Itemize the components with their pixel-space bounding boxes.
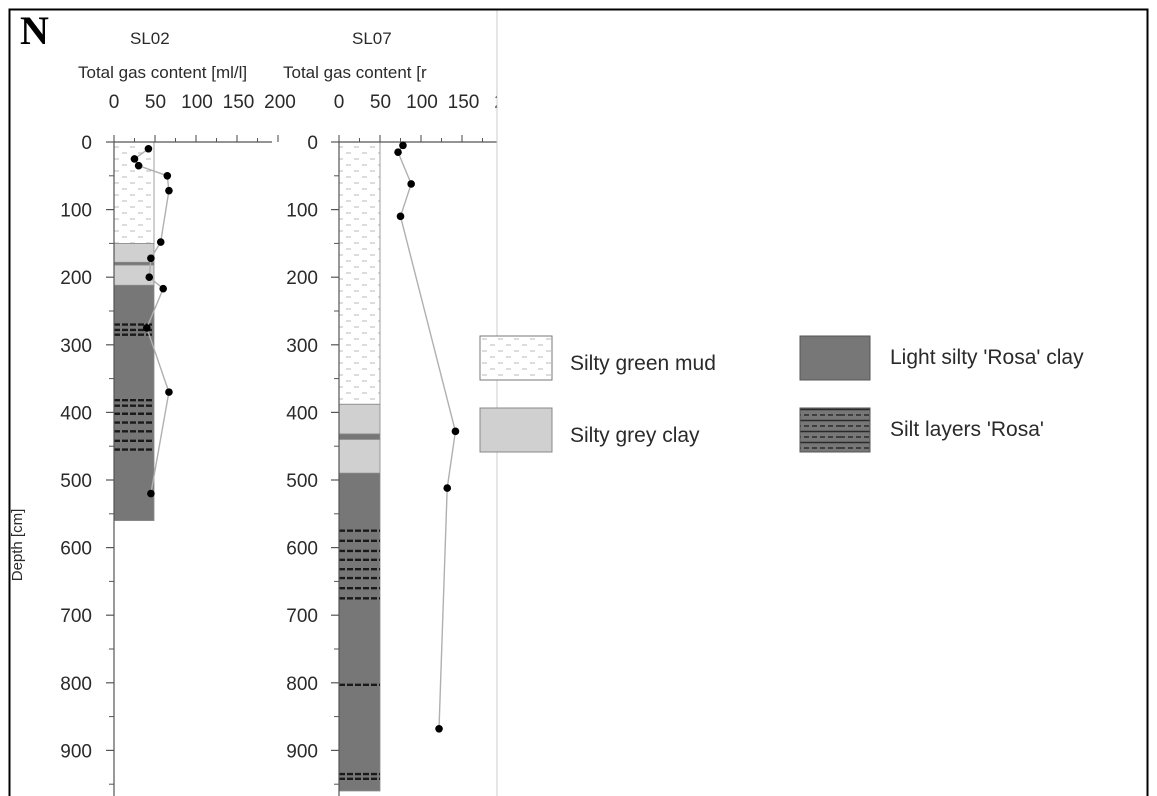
y-tick-label: 600 [286,539,318,560]
lithology-layer-light-silty-rosa-clay [338,433,381,440]
lithology-layer-silty-green-mud [338,141,381,405]
gas-data-point [394,148,402,156]
legend-swatch-silt-layers-rosa [799,407,871,453]
gas-profile-line [397,144,457,729]
gas-data-point [396,212,405,221]
legend-swatch-silty-green-mud [479,335,553,381]
y-tick-label: 800 [286,674,318,695]
figure-border [8,8,1149,796]
y-tick-label: 900 [60,741,92,762]
gas-data-point [407,180,415,188]
lithology-layer-light-silty-rosa-clay [113,261,155,266]
y-tick-label: 100 [60,201,92,222]
legend-panel [497,0,1157,453]
gas-data-point [451,427,460,436]
y-tick-label: 400 [286,403,318,424]
legend-label-silty-green-mud: Silty green mud [570,352,716,375]
gas-data-point [156,238,165,246]
legend-item-silty-green-mud: Silty green mud [479,335,716,381]
y-tick-label: 400 [60,403,92,424]
y-tick-label: 700 [60,606,92,627]
x-tick-label: 200 [264,92,296,113]
gas-data-point [443,484,452,492]
lithology-layer-silty-grey-clay [338,403,381,435]
gas-data-point [144,144,153,153]
y-tick-label: 600 [60,539,92,560]
core-panel-sl02: 0 100 200 300 400 500 600 700 800 900 0 50 100 150 200… [60,29,296,796]
y-tick-label: 200 [60,268,92,289]
legend-label-silt-layers-rosa: Silt layers 'Rosa' [890,418,1044,441]
x-tick-label: 0 [334,92,345,113]
gas-data-point [145,273,154,282]
y-tick-label: 0 [81,133,92,154]
y-tick-label: 500 [60,471,92,492]
y-tick-label: 300 [286,336,318,357]
lithology-layer-silty-grey-clay [338,439,381,474]
lithology-layer-light-silty-rosa-clay [338,472,381,792]
legend-item-silt-layers-rosa: Silt layers 'Rosa' [799,407,1044,453]
x-axis-label: Total gas content [r [283,63,427,82]
legend-swatch-light-silty-rosa-clay [799,335,871,381]
y-tick-label: 200 [286,268,318,289]
x-tick-label: 0 [109,92,120,113]
y-tick-label: 500 [286,471,318,492]
gas-data-point [399,141,407,150]
x-tick-label: 150 [448,92,480,113]
y-tick-label: 800 [60,674,92,695]
x-axis-label: Total gas content [ml/l] [78,63,247,82]
gas-data-point [159,284,167,293]
lithology-layer-light-silty-rosa-clay [113,284,155,521]
legend-label-light-silty-rosa-clay: Light silty 'Rosa' clay [890,346,1084,369]
x-tick-label: 150 [223,92,255,113]
panel-letter: N [20,8,49,53]
legend-item-silty-grey-clay: Silty grey clay [479,407,700,453]
x-tick-label: 100 [406,92,438,113]
legend-label-silty-grey-clay: Silty grey clay [570,424,700,447]
x-tick-label: 100 [181,92,213,113]
y-tick-label: 0 [307,133,318,154]
x-tick-label: 50 [145,92,166,113]
y-tick-label: 700 [286,606,318,627]
legend-swatch-silty-grey-clay [479,407,553,453]
gas-data-point [143,324,151,332]
gas-data-point [147,254,155,263]
core-title: SL07 [352,29,392,48]
gas-data-point [165,388,173,396]
y-tick-label: 100 [286,201,318,222]
y-tick-label: 900 [286,741,318,762]
gas-data-point [165,186,173,195]
gas-data-point [134,161,143,170]
x-tick-label: 50 [370,92,391,113]
gas-data-point [163,172,172,180]
gas-data-point [435,724,443,733]
gas-data-point [130,155,139,163]
y-axis-label: Depth [cm] [9,509,26,582]
y-tick-label: 300 [60,336,92,357]
legend-item-light-silty-rosa-clay: Light silty 'Rosa' clay [799,335,1084,381]
legend: Silty green mud Light silty 'Rosa' clay … [479,335,1084,453]
gas-data-point [147,489,155,498]
core-panel-sl07: 010020030040050060070080090005010015020S… [283,29,516,796]
core-title: SL02 [130,29,170,48]
